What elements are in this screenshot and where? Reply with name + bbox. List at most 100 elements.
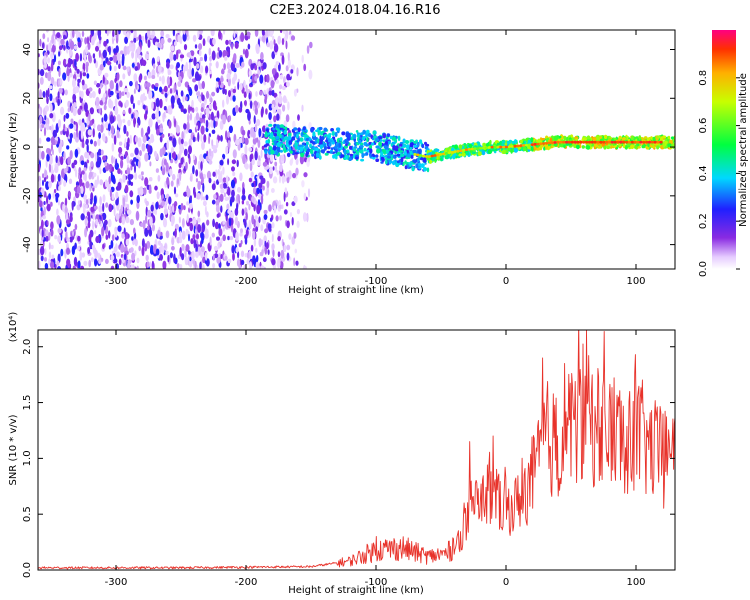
heatmap-cell: [410, 155, 414, 159]
heatmap-cell: [69, 40, 75, 50]
heatmap-cell: [58, 68, 61, 78]
heatmap-cell: [174, 118, 176, 128]
heatmap-cell: [290, 69, 294, 74]
heatmap-cell: [131, 50, 135, 59]
heatmap-cell: [310, 127, 314, 133]
heatmap-cell: [71, 162, 75, 169]
heatmap-cell: [253, 115, 256, 125]
heatmap-cell: [242, 154, 246, 165]
heatmap-cell: [228, 39, 232, 45]
heatmap-cell: [547, 141, 552, 145]
heatmap-cell: [283, 244, 287, 253]
heatmap-cell: [176, 62, 181, 69]
heatmap-cell: [83, 167, 87, 172]
heatmap-cell: [158, 240, 161, 246]
heatmap-cell: [111, 193, 115, 201]
heatmap-cell: [256, 254, 259, 263]
heatmap-cell: [236, 202, 239, 212]
heatmap-cell: [513, 144, 517, 148]
heatmap-cell: [151, 260, 155, 269]
heatmap-cell: [647, 140, 652, 144]
heatmap-cell: [268, 227, 272, 232]
heatmap-cell: [272, 145, 277, 151]
heatmap-cell: [482, 146, 486, 150]
heatmap-cell: [566, 136, 569, 142]
heatmap-cell: [84, 172, 87, 182]
heatmap-cell: [174, 94, 178, 100]
colorbar-gradient: [712, 30, 736, 269]
heatmap-cell: [283, 129, 287, 135]
heatmap-cell: [312, 141, 316, 145]
heatmap-cell: [56, 208, 59, 216]
heatmap-cell: [127, 119, 131, 127]
heatmap-cell: [339, 137, 343, 142]
heatmap-cell: [404, 150, 407, 156]
heatmap-cell: [177, 81, 182, 87]
heatmap-cell: [209, 236, 212, 246]
heatmap-cell: [231, 189, 235, 198]
heatmap-cell: [194, 84, 199, 92]
heatmap-cell: [656, 135, 661, 139]
heatmap-cell: [429, 157, 433, 160]
heatmap-cell: [385, 160, 388, 165]
heatmap-cell: [239, 172, 243, 182]
heatmap-cell: [370, 134, 374, 139]
heatmap-cell: [173, 83, 176, 93]
heatmap-cell: [293, 257, 296, 267]
heatmap-cell: [40, 219, 44, 230]
heatmap-cell: [222, 87, 226, 95]
heatmap-cell: [202, 196, 206, 201]
heatmap-cell: [142, 135, 147, 144]
heatmap-cell: [102, 202, 105, 213]
heatmap-cell: [145, 254, 149, 262]
heatmap-cell: [268, 204, 272, 212]
heatmap-cell: [251, 182, 255, 188]
heatmap-cell: [200, 246, 205, 253]
heatmap-cell: [306, 212, 309, 223]
heatmap-cell: [530, 143, 534, 147]
heatmap-cell: [173, 253, 176, 264]
heatmap-cell: [630, 135, 634, 141]
heatmap-cell: [240, 259, 245, 265]
heatmap-cell: [284, 135, 288, 141]
heatmap-cell: [220, 237, 223, 245]
heatmap-cell: [209, 156, 213, 160]
heatmap-cell: [213, 245, 218, 251]
heatmap-cell: [275, 151, 279, 156]
heatmap-cell: [149, 216, 153, 226]
heatmap-cell: [64, 89, 68, 96]
heatmap-cell: [99, 64, 104, 71]
heatmap-cell: [273, 132, 277, 137]
heatmap-cell: [143, 187, 147, 196]
heatmap-cell: [283, 36, 287, 42]
heatmap-cell: [249, 261, 253, 269]
heatmap-cell: [128, 107, 132, 114]
heatmap-cell: [416, 153, 420, 157]
heatmap-cell: [94, 152, 98, 163]
heatmap-cell: [246, 200, 249, 206]
heatmap-cell: [260, 149, 263, 159]
heatmap-cell: [199, 112, 203, 119]
heatmap-cell: [213, 193, 217, 200]
heatmap-cell: [267, 249, 270, 256]
heatmap-cell: [156, 56, 160, 62]
heatmap-cell: [83, 260, 88, 266]
heatmap-cell: [252, 131, 256, 140]
heatmap-cell: [398, 143, 403, 147]
heatmap-cell: [218, 30, 222, 40]
heatmap-cell: [54, 166, 59, 174]
heatmap-cell: [371, 142, 375, 146]
heatmap-cell: [273, 39, 276, 46]
heatmap-cell: [444, 152, 449, 155]
heatmap-cell: [136, 257, 140, 264]
heatmap-cell: [42, 33, 46, 40]
heatmap-cell: [90, 257, 94, 263]
heatmap-cell: [322, 143, 327, 147]
heatmap-cell: [168, 136, 173, 141]
heatmap-cell: [111, 142, 115, 152]
heatmap-cell: [76, 72, 81, 78]
heatmap-cell: [145, 215, 148, 224]
heatmap-cell: [420, 163, 425, 169]
heatmap-cell: [190, 238, 194, 245]
heatmap-cell: [200, 107, 204, 113]
